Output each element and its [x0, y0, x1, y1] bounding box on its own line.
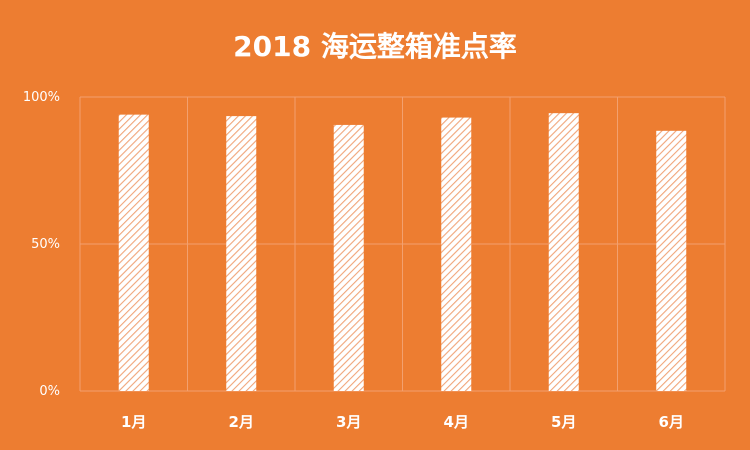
y-tick-label: 0% — [39, 384, 60, 399]
bar-1 — [118, 114, 149, 391]
bar-6 — [656, 130, 687, 391]
x-tick-label: 3月 — [336, 413, 361, 431]
bars — [118, 113, 687, 392]
bar-3 — [333, 124, 364, 392]
bar-4 — [441, 117, 472, 391]
x-tick-label: 1月 — [121, 413, 146, 431]
bar-2 — [226, 116, 257, 392]
y-axis-ticks: 0% 50% 100% — [23, 90, 60, 399]
x-tick-label: 2月 — [229, 413, 254, 431]
x-axis-ticks: 1月 2月 3月 4月 5月 6月 — [121, 413, 684, 431]
gridlines — [79, 96, 726, 392]
bar-5 — [548, 113, 579, 392]
x-tick-label: 4月 — [444, 413, 469, 431]
x-tick-label: 5月 — [551, 413, 576, 431]
chart-title: 2018 海运整箱准点率 — [233, 30, 517, 63]
x-tick-label: 6月 — [659, 413, 684, 431]
y-tick-label: 100% — [23, 90, 60, 105]
y-tick-label: 50% — [31, 237, 60, 252]
